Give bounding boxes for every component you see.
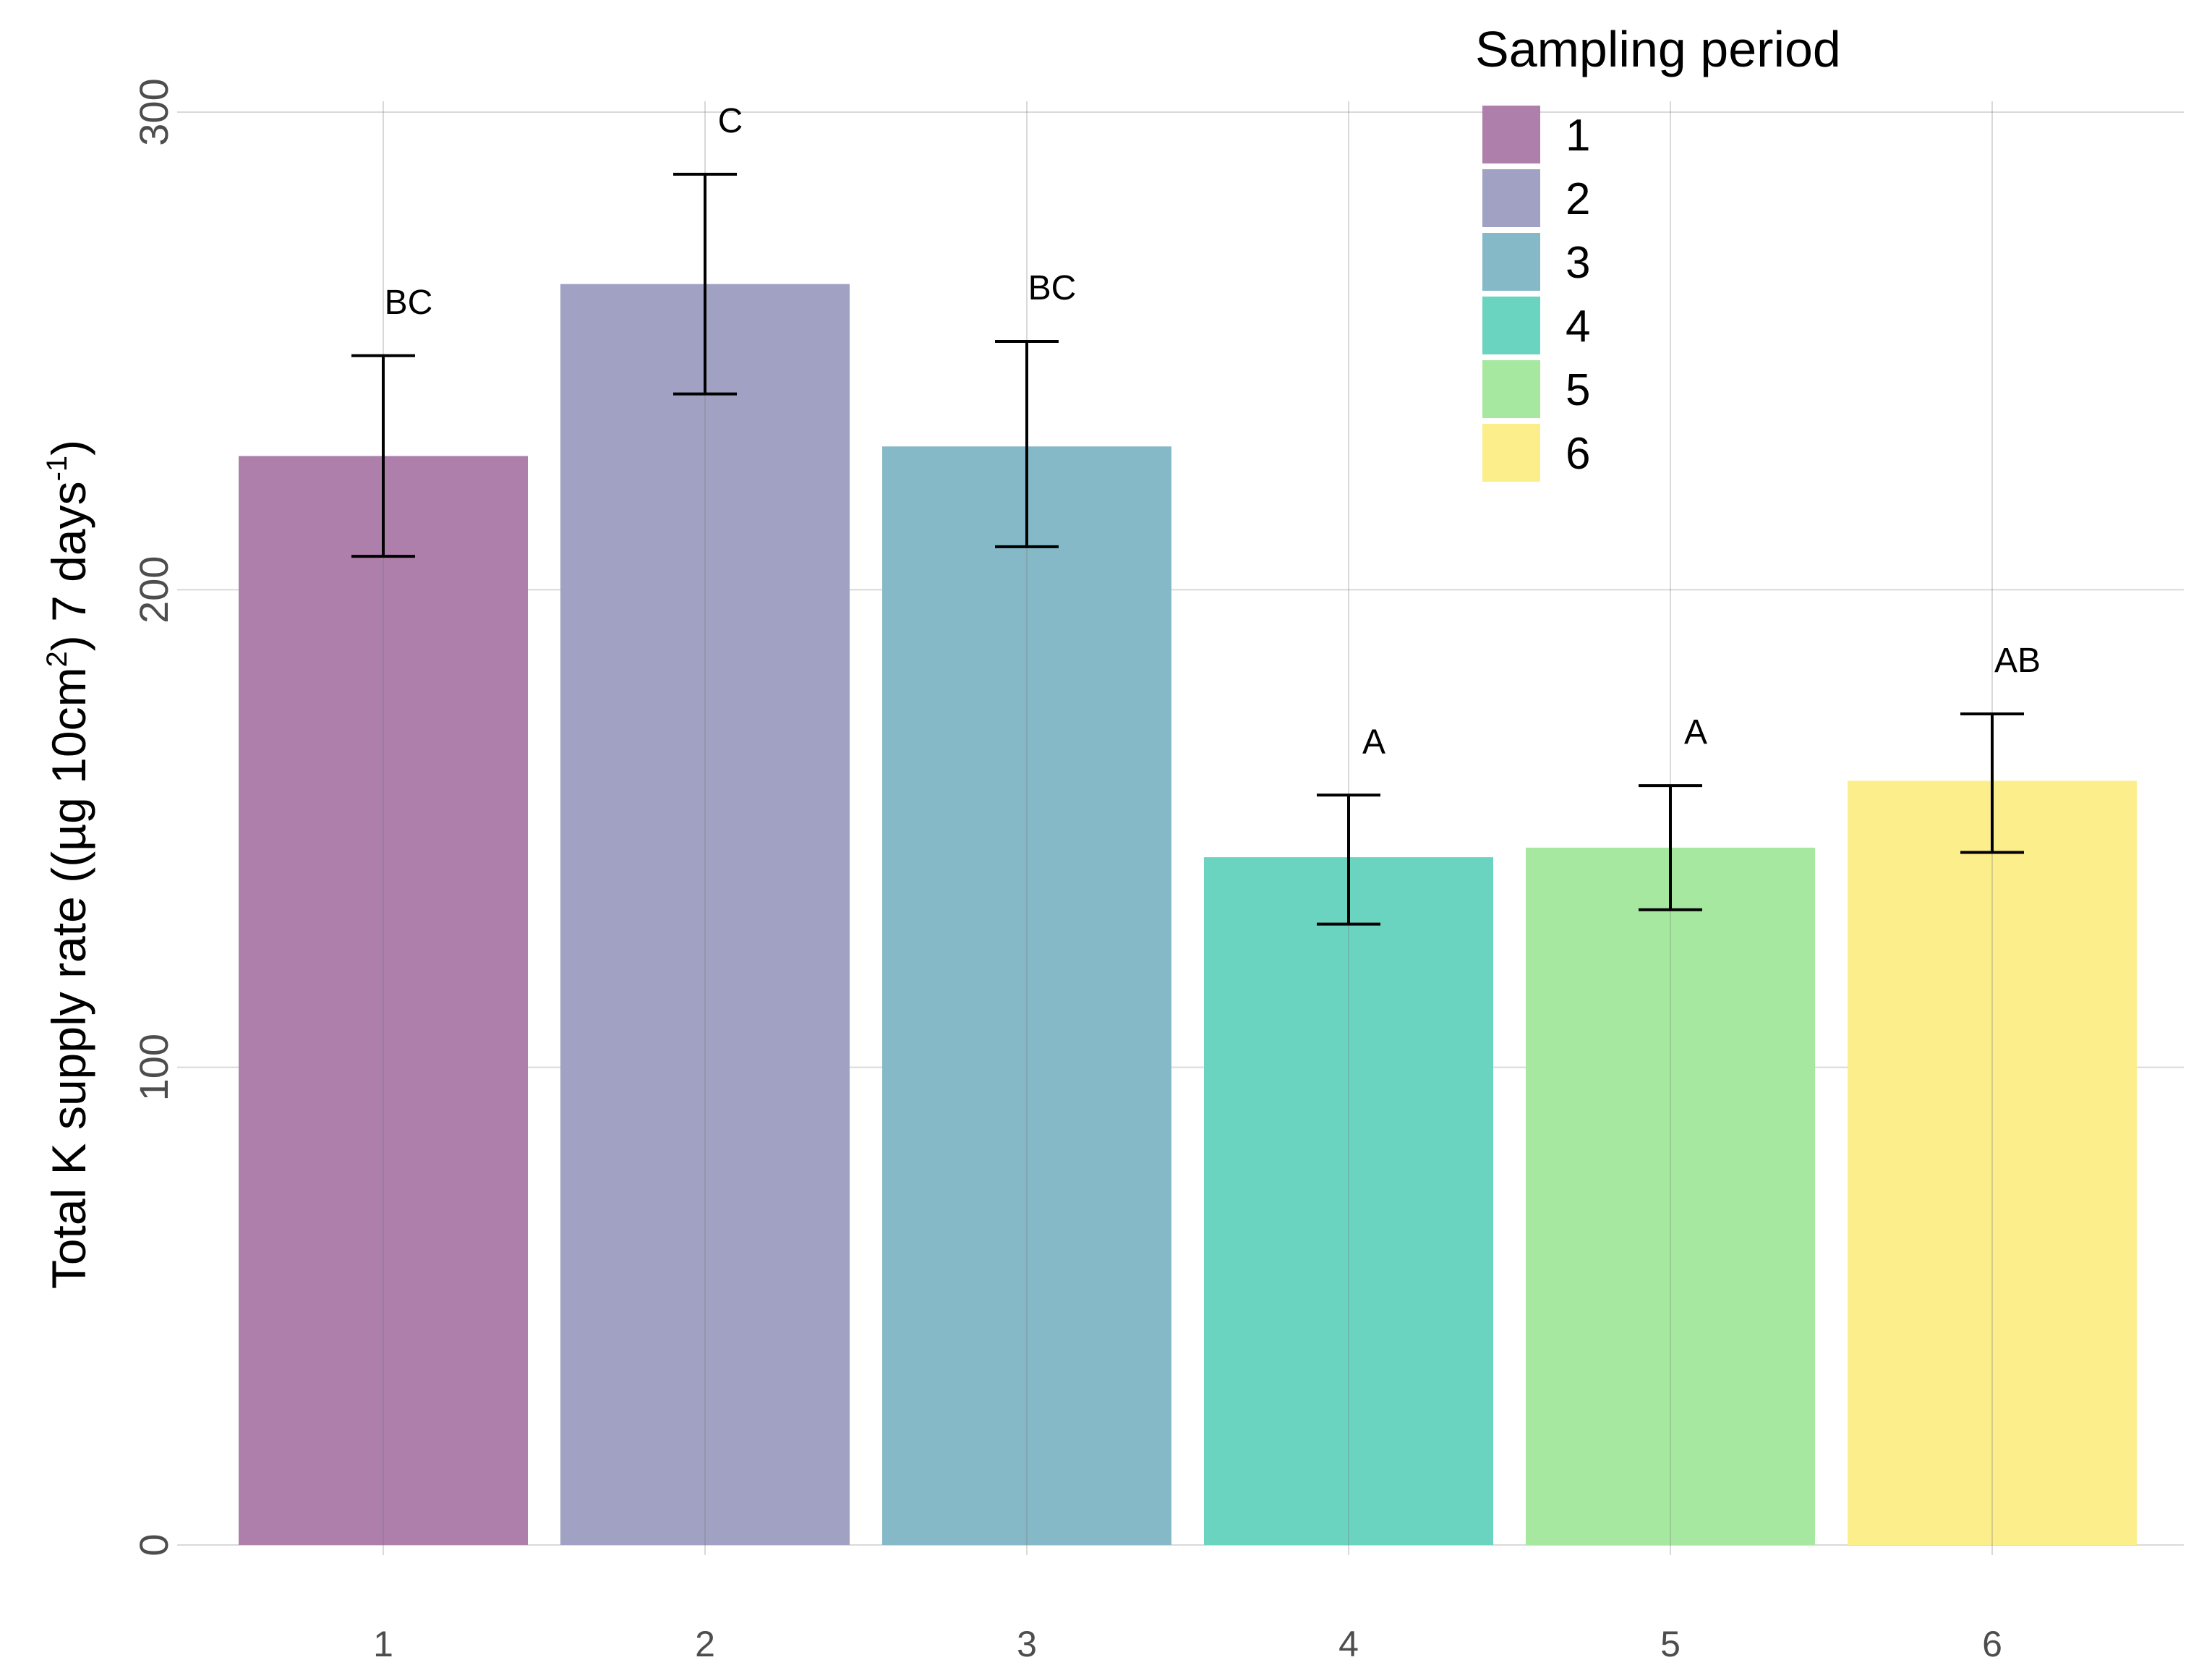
- y-tick-label: 200: [131, 556, 176, 623]
- legend-label: 3: [1566, 238, 1590, 288]
- x-tick-label: 1: [373, 1624, 393, 1664]
- legend-label: 1: [1566, 111, 1590, 161]
- x-tick-labels: 1 2 3 4 5 6: [373, 1624, 2002, 1664]
- legend-swatch: [1482, 233, 1540, 291]
- bars: [239, 284, 2137, 1546]
- x-tick-label: 3: [1017, 1624, 1037, 1664]
- legend-label: 4: [1566, 302, 1590, 352]
- legend-swatch: [1482, 360, 1540, 418]
- bar-2: [560, 284, 850, 1546]
- legend-item-6: 6: [1482, 424, 1590, 482]
- x-tick-label: 4: [1338, 1624, 1359, 1664]
- y-label-part: Total K supply rate ((µg 10cm: [42, 667, 95, 1289]
- legend-items: 1 2 3 4 5 6: [1482, 106, 1590, 482]
- legend-item-4: 4: [1482, 297, 1590, 354]
- y-tick-label: 300: [131, 78, 176, 145]
- legend-swatch: [1482, 424, 1540, 482]
- bar-1: [239, 456, 528, 1546]
- legend-item-5: 5: [1482, 360, 1590, 418]
- legend-title: Sampling period: [1475, 21, 1841, 77]
- significance-label: AB: [1994, 642, 2041, 680]
- legend: Sampling period 1 2 3 4 5 6: [1475, 21, 1841, 482]
- legend-label: 6: [1566, 429, 1590, 479]
- significance-label: BC: [385, 284, 433, 322]
- bar-4: [1204, 857, 1493, 1545]
- legend-item-3: 3: [1482, 233, 1590, 291]
- x-tick-label: 2: [695, 1624, 715, 1664]
- significance-label: A: [1684, 713, 1707, 752]
- significance-label: BC: [1028, 269, 1077, 307]
- legend-swatch: [1482, 169, 1540, 227]
- error-bar-3: [995, 339, 1059, 548]
- y-tick-label: 100: [131, 1034, 176, 1101]
- legend-swatch: [1482, 106, 1540, 163]
- error-bars: [351, 172, 2024, 926]
- y-label-superscript: 2: [41, 651, 73, 667]
- y-tick-labels: 0 100 200 300: [131, 78, 176, 1556]
- legend-label: 5: [1566, 365, 1590, 415]
- y-label-part: ): [42, 440, 95, 456]
- significance-label: A: [1362, 723, 1385, 761]
- significance-labels: BC C BC A A AB: [385, 102, 2041, 761]
- x-tick-label: 5: [1660, 1624, 1681, 1664]
- error-bar-6: [1960, 712, 2024, 854]
- error-bar-5: [1639, 784, 1702, 911]
- legend-item-2: 2: [1482, 169, 1590, 227]
- error-bar-1: [351, 354, 415, 558]
- error-bar-4: [1317, 793, 1380, 926]
- legend-label: 2: [1566, 174, 1590, 224]
- y-label-part: ) 7 days: [42, 481, 95, 651]
- x-tick-label: 6: [1982, 1624, 2002, 1664]
- bar-5: [1526, 847, 1815, 1545]
- legend-swatch: [1482, 297, 1540, 354]
- y-tick-label: 0: [131, 1533, 176, 1556]
- y-label-superscript: -1: [41, 456, 73, 482]
- bar-3: [882, 446, 1171, 1545]
- error-bar-2: [673, 172, 737, 396]
- legend-item-1: 1: [1482, 106, 1590, 163]
- y-axis-label: Total K supply rate ((µg 10cm2) 7 days-1…: [41, 440, 95, 1289]
- significance-label: C: [718, 102, 743, 140]
- bar-6: [1848, 780, 2137, 1545]
